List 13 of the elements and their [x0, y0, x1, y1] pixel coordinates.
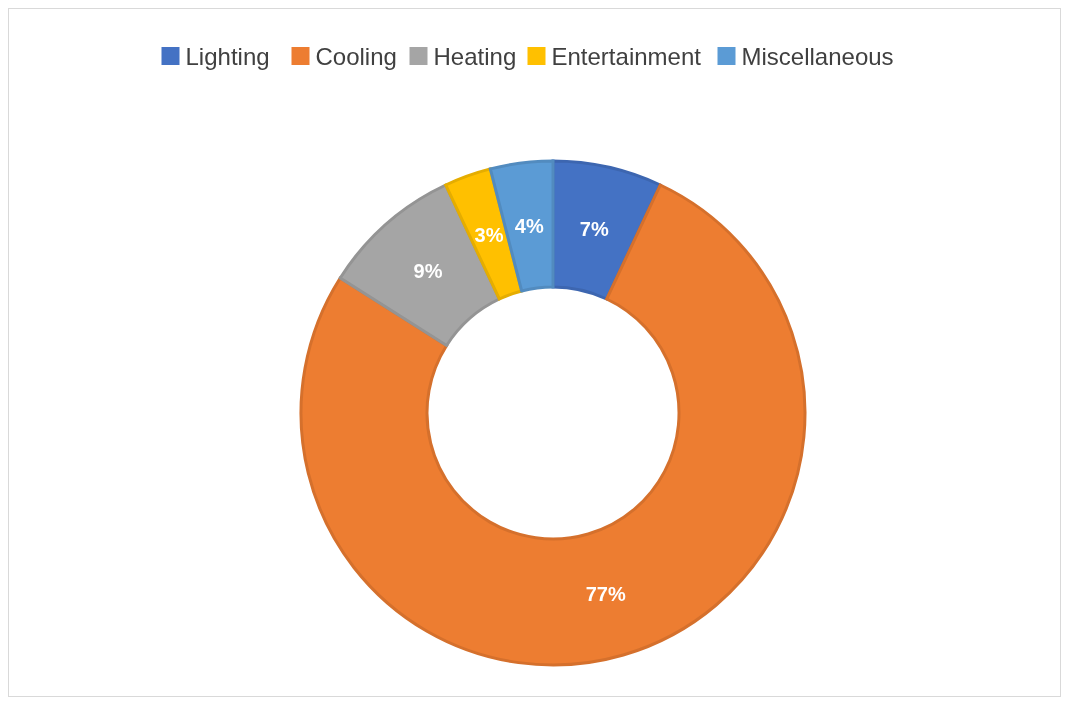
donut-slice: [551, 159, 662, 301]
legend-label: Heating: [433, 42, 517, 70]
legend-label: Lighting: [185, 42, 270, 70]
data-label: 3%: [474, 224, 504, 247]
legend-label: Miscellaneous: [741, 42, 894, 70]
data-label: 7%: [579, 217, 609, 240]
data-label: 4%: [514, 214, 544, 237]
donut-slice: [338, 183, 501, 347]
donut-slice: [299, 183, 807, 667]
legend-label: Entertainment: [551, 42, 702, 70]
legend-label: Cooling: [315, 42, 397, 70]
data-label: 9%: [413, 260, 443, 283]
data-label: 77%: [585, 583, 626, 606]
